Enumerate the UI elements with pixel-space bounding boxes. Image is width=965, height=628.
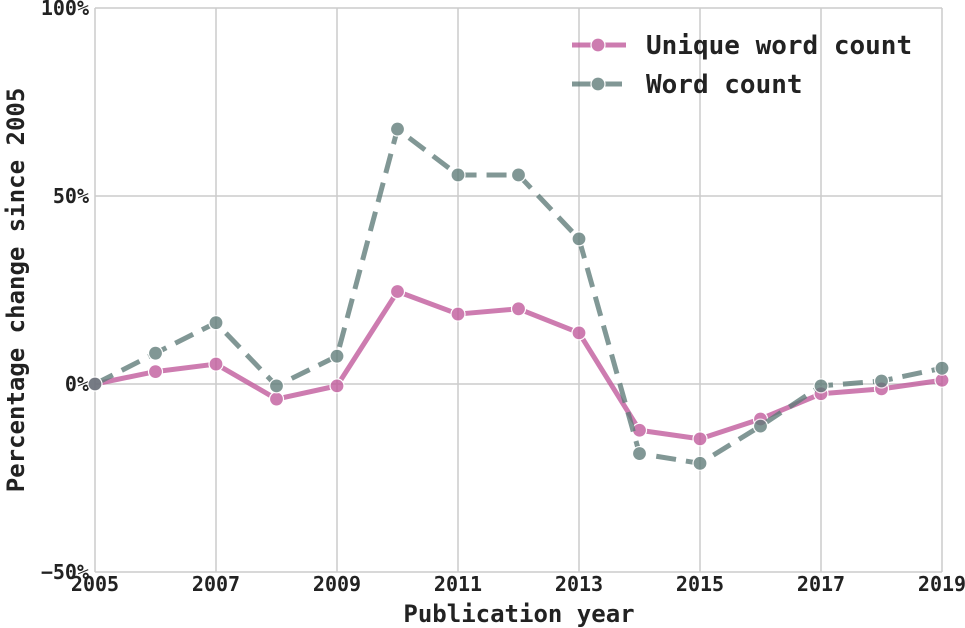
x-tick-label: 2017 <box>797 572 845 596</box>
data-point <box>147 363 164 380</box>
y-tick-label: 50% <box>53 184 89 208</box>
x-axis-label: Publication year <box>403 600 634 628</box>
data-point <box>934 360 950 376</box>
legend-marker <box>572 37 626 53</box>
data-point <box>329 378 345 394</box>
legend-label: Unique word count <box>646 31 912 61</box>
y-tick-label: 0% <box>65 372 89 396</box>
data-point <box>571 325 587 341</box>
data-point <box>752 418 769 434</box>
data-point <box>268 391 285 407</box>
x-tick-label: 2005 <box>71 572 119 596</box>
data-point <box>389 121 406 137</box>
data-point <box>571 231 587 247</box>
data-point <box>450 167 466 183</box>
y-axis-label: Percentage change since 2005 <box>2 88 30 493</box>
data-point <box>208 315 224 331</box>
x-tick-label: 2007 <box>192 572 240 596</box>
data-point <box>873 373 890 389</box>
series-unique-word-count <box>87 283 950 447</box>
x-tick-label: 2019 <box>918 572 965 596</box>
data-point <box>631 445 648 462</box>
data-point <box>692 431 708 447</box>
y-tick-label: 100% <box>41 0 89 20</box>
data-point <box>450 306 466 322</box>
x-tick-label: 2011 <box>434 572 482 596</box>
x-tick-label: 2015 <box>676 572 724 596</box>
y-tick-label: −50% <box>41 560 89 584</box>
legend: Unique word count Word count <box>572 31 912 100</box>
series-word-count <box>87 121 950 471</box>
tick-labels: 2005 2007 2009 2011 2013 2015 2017 2019 100% 50% 0… <box>41 0 965 596</box>
data-point <box>208 356 224 372</box>
data-point <box>692 455 708 471</box>
data-series <box>87 121 950 471</box>
data-point <box>87 376 103 392</box>
data-point <box>510 167 527 183</box>
x-tick-label: 2009 <box>313 572 361 596</box>
data-point <box>329 348 345 364</box>
data-point <box>510 301 527 317</box>
data-point <box>389 283 406 300</box>
grid-lines <box>94 7 943 573</box>
data-point <box>147 345 164 361</box>
legend-label: Word count <box>646 70 803 100</box>
legend-point <box>590 76 606 92</box>
data-point <box>268 378 285 394</box>
legend-point <box>590 37 606 53</box>
data-point <box>813 378 829 394</box>
x-tick-label: 2013 <box>555 572 603 596</box>
legend-marker <box>572 76 626 92</box>
